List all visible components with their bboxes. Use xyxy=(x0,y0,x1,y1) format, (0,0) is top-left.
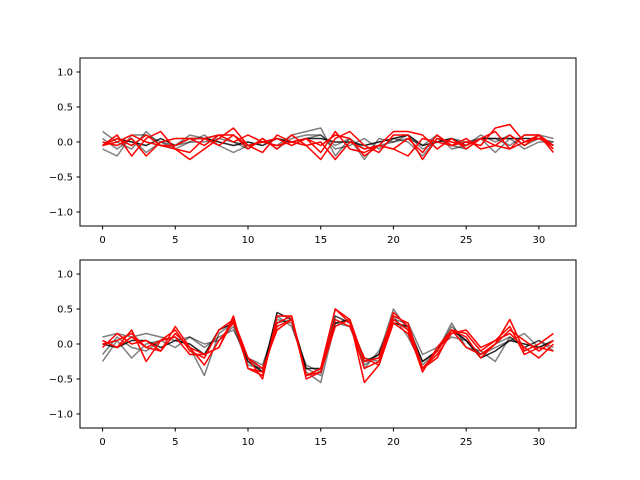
x-tick-label: 25 xyxy=(460,437,473,448)
x-tick-label: 10 xyxy=(242,235,255,246)
x-tick-label: 0 xyxy=(99,235,105,246)
series-line-6 xyxy=(102,308,554,377)
top-subplot: 0 5 10 15 20 25 30 1.0 0.5 0.0 −0.5 −1.0 xyxy=(49,57,577,246)
y-tick-label: −1.0 xyxy=(49,208,73,219)
series-line-8 xyxy=(102,318,554,377)
y-tick-label: 1.0 xyxy=(57,270,73,281)
y-tick-label: 1.0 xyxy=(57,68,73,79)
series-line-7 xyxy=(102,134,554,161)
y-tick-label: 0.5 xyxy=(57,103,73,114)
series-line-6 xyxy=(102,123,554,154)
x-tick-label: 15 xyxy=(314,437,327,448)
x-tick-label: 30 xyxy=(533,235,546,246)
x-tick-label: 30 xyxy=(533,437,546,448)
y-tick-label: 0.0 xyxy=(57,138,73,149)
y-tick-label: −1.0 xyxy=(49,410,73,421)
series-group xyxy=(101,308,554,384)
x-tick-label: 0 xyxy=(99,437,105,448)
x-tick-label: 20 xyxy=(387,437,400,448)
x-tick-label: 5 xyxy=(172,235,178,246)
y-tick-label: −0.5 xyxy=(49,375,73,386)
series-line-7 xyxy=(102,311,554,380)
y-tick-label: 0.0 xyxy=(57,340,73,351)
y-tick-label: 0.5 xyxy=(57,305,73,316)
x-tick-label: 20 xyxy=(387,235,400,246)
bottom-subplot: 0 5 10 15 20 25 30 1.0 0.5 0.0 −0.5 −1.0 xyxy=(49,259,577,448)
x-tick-label: 25 xyxy=(460,235,473,246)
y-tick-label: −0.5 xyxy=(49,173,73,184)
x-tick-label: 5 xyxy=(172,437,178,448)
x-tick-label: 10 xyxy=(242,437,255,448)
series-group xyxy=(102,123,555,161)
x-tick-label: 15 xyxy=(314,235,327,246)
series-line-8 xyxy=(102,130,555,161)
